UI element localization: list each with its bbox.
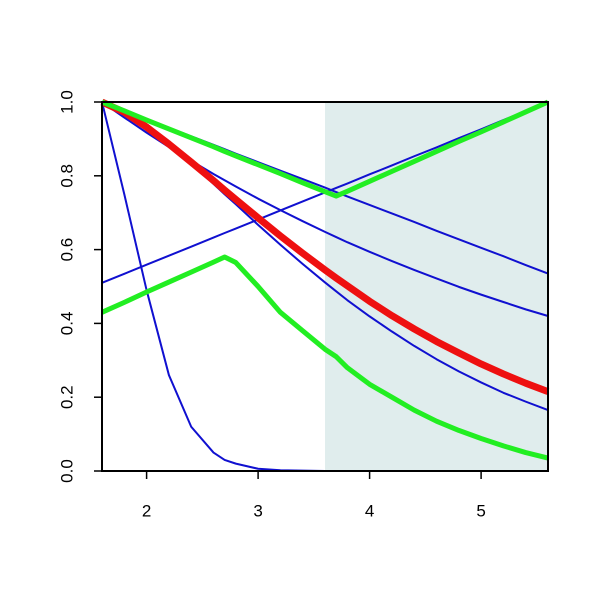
line bbox=[100, 98, 550, 395]
plot-frame bbox=[101, 101, 549, 472]
x-tick-label: 5 bbox=[476, 501, 485, 520]
y-tick-label: 0.2 bbox=[57, 385, 76, 409]
line bbox=[100, 254, 549, 461]
y-tick-label: 0.0 bbox=[57, 459, 76, 483]
x-tick-label: 3 bbox=[253, 501, 262, 520]
y-tick-label: 1.0 bbox=[57, 90, 76, 114]
x-tick-label: 2 bbox=[142, 501, 151, 520]
y-tick-label: 0.8 bbox=[57, 164, 76, 188]
y-tick-label: 0.6 bbox=[57, 238, 76, 262]
x-tick-label: 4 bbox=[365, 501, 374, 520]
line bbox=[101, 99, 550, 199]
y-tick-label: 0.4 bbox=[57, 312, 76, 336]
highlight-region bbox=[325, 102, 548, 471]
